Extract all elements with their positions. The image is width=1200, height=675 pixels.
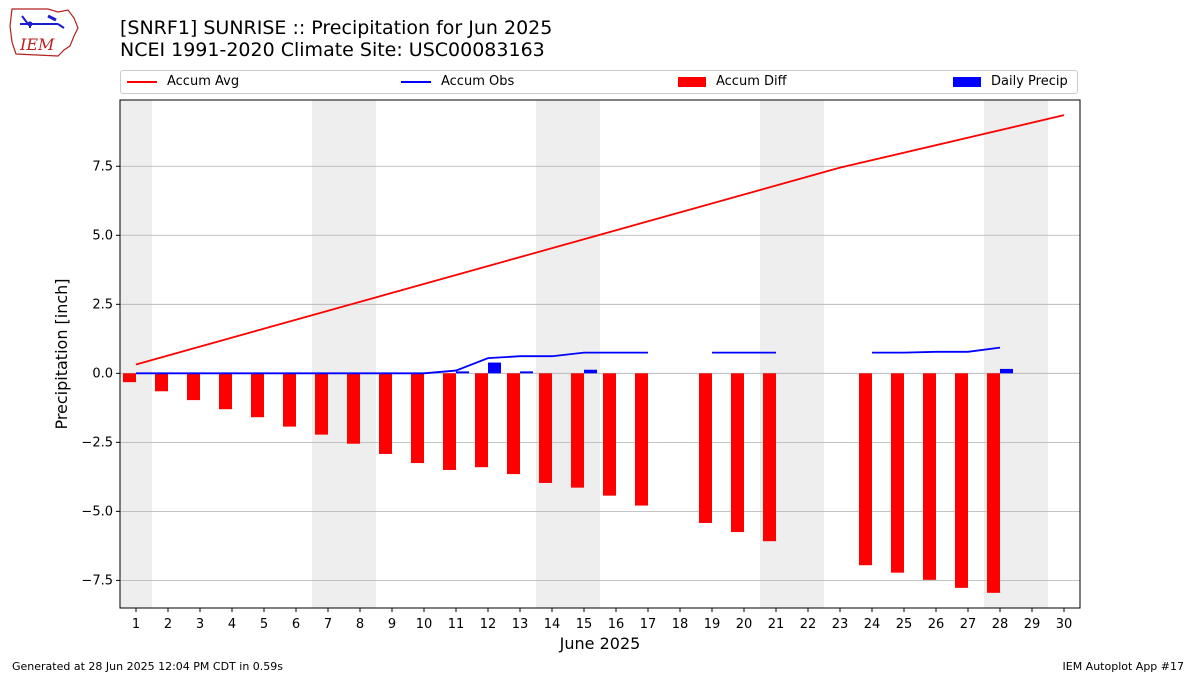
x-tick-label: 2	[164, 617, 172, 632]
accum-diff-bar	[283, 373, 296, 427]
logo-text: IEM	[19, 35, 55, 54]
x-tick-label: 26	[928, 617, 945, 632]
plot-frame	[119, 99, 1081, 609]
y-tick-label: 7.5	[92, 159, 113, 174]
title-line-2: NCEI 1991-2020 Climate Site: USC00083163	[120, 39, 545, 61]
chart-legend: Accum Avg Accum Obs Accum Diff Daily Pre…	[120, 70, 1078, 94]
x-tick-label: 13	[512, 617, 529, 632]
accum-diff-bar	[411, 373, 424, 464]
x-tick-label: 20	[736, 617, 753, 632]
accum-diff-bar	[379, 373, 392, 454]
y-tick-label: 5.0	[92, 228, 113, 243]
legend-item-accum-obs: Accum Obs	[401, 74, 514, 89]
accum-diff-bar	[987, 373, 1000, 593]
x-tick-label: 3	[196, 617, 204, 632]
y-tick-label: 2.5	[92, 297, 113, 312]
accum-diff-bar	[731, 373, 744, 533]
x-tick-label: 28	[992, 617, 1009, 632]
accum-diff-bar	[699, 373, 712, 523]
accum-diff-bar	[155, 373, 168, 392]
x-tick-label: 16	[608, 617, 625, 632]
accum-diff-bar	[443, 373, 456, 470]
x-tick-label: 5	[260, 617, 268, 632]
accum-obs-line	[872, 346, 1001, 354]
accum-diff-bar	[347, 373, 360, 444]
accum-diff-bar	[923, 373, 936, 580]
iem-logo: IEM	[8, 6, 80, 58]
y-tick-label: −2.5	[81, 435, 113, 450]
x-tick-label: 15	[576, 617, 593, 632]
accum-diff-bar	[219, 373, 232, 410]
x-tick-label: 30	[1056, 617, 1073, 632]
accum-diff-bar	[859, 373, 872, 566]
y-tick-label: −5.0	[81, 504, 113, 519]
y-tick-label: 0.0	[92, 366, 113, 381]
accum-obs-line	[136, 351, 648, 375]
x-tick-label: 6	[292, 617, 300, 632]
x-tick-label: 8	[356, 617, 364, 632]
x-tick-label: 10	[416, 617, 433, 632]
accum-diff-bar	[123, 373, 136, 383]
accum-diff-bar	[251, 373, 264, 418]
x-tick-label: 1	[132, 617, 140, 632]
daily-precip-bar	[456, 371, 469, 374]
x-tick-label: 18	[672, 617, 689, 632]
x-axis-label: June 2025	[559, 634, 641, 653]
accum-diff-bar	[571, 373, 584, 488]
x-tick-label: 4	[228, 617, 236, 632]
x-tick-label: 23	[832, 617, 849, 632]
x-tick-label: 21	[768, 617, 785, 632]
x-tick-label: 27	[960, 617, 977, 632]
accum-diff-bar	[475, 373, 488, 468]
accum-diff-bar	[187, 373, 200, 401]
weekend-shade	[312, 100, 376, 608]
chart-title: [SNRF1] SUNRISE :: Precipitation for Jun…	[120, 17, 552, 61]
x-tick-label: 7	[324, 617, 332, 632]
x-tick-label: 12	[480, 617, 497, 632]
legend-label-accum-avg: Accum Avg	[167, 74, 240, 89]
legend-item-daily-precip: Daily Precip	[953, 74, 1068, 89]
accum-diff-bar	[507, 373, 520, 475]
x-tick-label: 9	[388, 617, 396, 632]
daily-precip-bar	[520, 371, 533, 374]
legend-swatch-accum-obs	[401, 80, 431, 83]
x-tick-label: 25	[896, 617, 913, 632]
x-tick-label: 29	[1024, 617, 1041, 632]
legend-item-accum-avg: Accum Avg	[127, 74, 239, 89]
x-tick-label: 22	[800, 617, 817, 632]
x-tick-label: 11	[448, 617, 465, 632]
x-tick-label: 24	[864, 617, 881, 632]
footer-generated: Generated at 28 Jun 2025 12:04 PM CDT in…	[12, 660, 284, 673]
daily-precip-bar	[584, 369, 597, 374]
accum-diff-bar	[763, 373, 776, 542]
title-line-1: [SNRF1] SUNRISE :: Precipitation for Jun…	[120, 17, 553, 39]
x-tick-label: 14	[544, 617, 561, 632]
accum-diff-bar	[635, 373, 648, 506]
weekend-shade	[120, 100, 152, 608]
accum-diff-bar	[539, 373, 552, 483]
y-axis-label: Precipitation [inch]	[52, 278, 71, 429]
daily-precip-bar	[1000, 368, 1013, 374]
legend-swatch-daily-precip	[953, 76, 981, 87]
accum-diff-bar	[315, 373, 328, 435]
accum-diff-bar	[955, 373, 968, 588]
legend-label-accum-diff: Accum Diff	[716, 74, 787, 89]
y-tick-label: −7.5	[81, 573, 113, 588]
x-tick-label: 17	[640, 617, 657, 632]
legend-label-accum-obs: Accum Obs	[441, 74, 515, 89]
legend-item-accum-diff: Accum Diff	[678, 74, 787, 89]
legend-label-daily-precip: Daily Precip	[991, 74, 1068, 89]
accum-diff-bar	[603, 373, 616, 496]
accum-avg-line	[135, 114, 1065, 366]
daily-precip-bar	[488, 362, 501, 374]
legend-swatch-accum-diff	[678, 76, 706, 87]
accum-diff-bar	[891, 373, 904, 573]
x-tick-label: 19	[704, 617, 721, 632]
footer-app: IEM Autoplot App #17	[1062, 660, 1185, 673]
legend-swatch-accum-avg	[127, 80, 157, 83]
